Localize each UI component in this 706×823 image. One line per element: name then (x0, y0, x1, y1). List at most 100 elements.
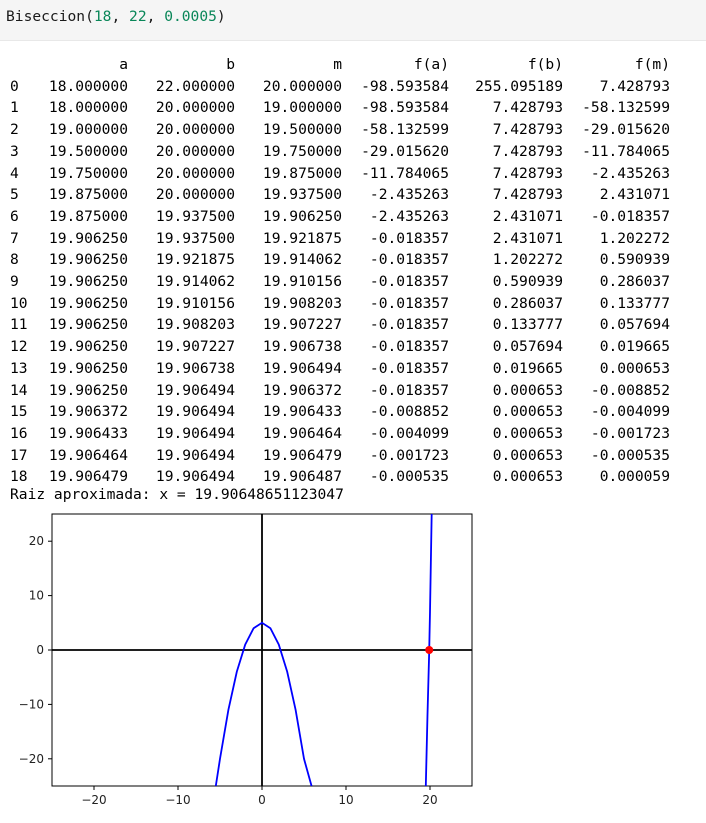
table-cell: 0.590939 (492, 273, 563, 291)
table-cell: -11.784065 (582, 142, 670, 160)
table-cell: 7.428793 (492, 164, 563, 182)
table-cell: 0.286037 (492, 294, 563, 312)
table-row: 5 19.875000 20.000000 19.937500 -2.435263 7.4… (10, 184, 670, 206)
table-cell: 0.000653 (492, 424, 563, 442)
table-row: 10 19.906250 19.910156 19.908203 -0.018357 0.… (10, 293, 670, 315)
table-cell: 19.906494 (155, 468, 235, 486)
table-cell: 7.428793 (492, 121, 563, 139)
table-cell: -0.018357 (369, 251, 449, 269)
table-cell: -0.008852 (369, 403, 449, 421)
table-cell: -0.018357 (369, 229, 449, 247)
table-cell: 19.906433 (48, 424, 128, 442)
table-row: 0 18.000000 22.000000 20.000000 -98.593584 25… (10, 76, 670, 98)
code-line[interactable]: Biseccion(18, 22, 0.0005) (6, 7, 226, 27)
table-row: 12 19.906250 19.907227 19.906738 -0.018357 0.… (10, 336, 670, 358)
arg-a: 18 (93, 8, 112, 25)
column-header: b (226, 56, 235, 73)
table-cell: 19.910156 (155, 294, 235, 312)
table-cell: 19.908203 (155, 316, 235, 334)
row-index: 16 (10, 424, 28, 442)
table-cell: 19.906464 (262, 424, 342, 442)
y-tick-label: −10 (19, 697, 44, 711)
table-cell: 7.428793 (492, 99, 563, 117)
table-cell: 19.937500 (262, 186, 342, 204)
table-cell: -0.001723 (590, 424, 670, 442)
code-cell-input[interactable]: Biseccion(18, 22, 0.0005) (0, 0, 706, 41)
table-cell: 19.921875 (262, 229, 342, 247)
arg-separator: , (146, 8, 165, 25)
y-tick-label: 0 (36, 643, 44, 657)
table-row: 1 18.000000 20.000000 19.000000 -98.593584 7.… (10, 97, 670, 119)
row-index: 4 (10, 164, 19, 182)
table-cell: -0.001723 (369, 446, 449, 464)
table-cell: -29.015620 (582, 121, 670, 139)
row-index: 6 (10, 207, 19, 225)
table-cell: 0.057694 (599, 316, 670, 334)
table-cell: -0.018357 (369, 316, 449, 334)
arg-tolerance: 0.0005 (164, 8, 217, 25)
table-cell: 22.000000 (155, 77, 235, 95)
table-row: 2 19.000000 20.000000 19.500000 -58.132599 7.… (10, 119, 670, 141)
table-cell: 0.000653 (492, 446, 563, 464)
table-cell: 19.937500 (155, 207, 235, 225)
table-cell: 18.000000 (48, 99, 128, 117)
row-index: 13 (10, 359, 28, 377)
table-cell: -0.018357 (369, 338, 449, 356)
x-tick-label: 20 (422, 793, 437, 807)
table-cell: -98.593584 (361, 77, 449, 95)
table-cell: 20.000000 (262, 77, 342, 95)
table-cell: -2.435263 (590, 164, 670, 182)
table-cell: 18.000000 (48, 77, 128, 95)
table-cell: 19.906433 (262, 403, 342, 421)
table-cell: 19.906250 (48, 381, 128, 399)
table-cell: 2.431071 (492, 229, 563, 247)
table-cell: 19.937500 (155, 229, 235, 247)
column-header: a (119, 56, 128, 73)
table-cell: -0.004099 (590, 403, 670, 421)
row-index: 8 (10, 251, 19, 269)
table-cell: -11.784065 (361, 164, 449, 182)
table-cell: 20.000000 (155, 164, 235, 182)
table-row: 6 19.875000 19.937500 19.906250 -2.435263 2.4… (10, 206, 670, 228)
table-cell: 0.019665 (492, 359, 563, 377)
row-index: 10 (10, 294, 28, 312)
table-row: 7 19.906250 19.937500 19.921875 -0.018357 2.4… (10, 228, 670, 250)
table-cell: 19.906372 (262, 381, 342, 399)
table-cell: 19.906494 (155, 381, 235, 399)
table-cell: 19.906250 (48, 316, 128, 334)
column-header: f(a) (413, 56, 449, 73)
y-tick-label: 10 (29, 589, 44, 603)
table-row: 3 19.500000 20.000000 19.750000 -29.015620 7.… (10, 141, 670, 163)
table-cell: -0.004099 (369, 424, 449, 442)
table-row: 4 19.750000 20.000000 19.875000 -11.784065 7.… (10, 163, 670, 185)
open-paren: ( (85, 8, 94, 25)
table-row: 13 19.906250 19.906738 19.906494 -0.018357 0.… (10, 358, 670, 380)
column-header: m (333, 56, 342, 73)
table-cell: 255.095189 (475, 77, 563, 95)
table-cell: 0.000653 (492, 381, 563, 399)
table-cell: 19.906738 (262, 338, 342, 356)
close-paren: ) (216, 8, 226, 25)
table-cell: 1.202272 (599, 229, 670, 247)
row-index: 9 (10, 273, 19, 291)
x-tick-label: −20 (81, 793, 106, 807)
y-tick-label: 20 (29, 534, 44, 548)
table-cell: 7.428793 (599, 77, 670, 95)
table-cell: 19.914062 (155, 273, 235, 291)
table-cell: -58.132599 (361, 121, 449, 139)
row-index: 12 (10, 338, 28, 356)
bisection-table: a b m f(a) f(b) f(m) 0 18.000000 22.000000… (10, 54, 670, 488)
table-cell: 19.875000 (262, 164, 342, 182)
table-cell: 2.431071 (492, 207, 563, 225)
table-cell: 0.133777 (599, 294, 670, 312)
table-cell: 0.019665 (599, 338, 670, 356)
root-result: Raiz aproximada: x = 19.90648651123047 (10, 486, 344, 503)
table-cell: 20.000000 (155, 186, 235, 204)
table-cell: 19.906487 (262, 468, 342, 486)
table-body: 0 18.000000 22.000000 20.000000 -98.593584 25… (10, 76, 670, 488)
function-name: Biseccion (6, 8, 86, 25)
series-line (424, 514, 433, 786)
table-cell: 19.906494 (262, 359, 342, 377)
x-tick-label: −10 (165, 793, 190, 807)
table-cell: 19.906479 (48, 468, 128, 486)
